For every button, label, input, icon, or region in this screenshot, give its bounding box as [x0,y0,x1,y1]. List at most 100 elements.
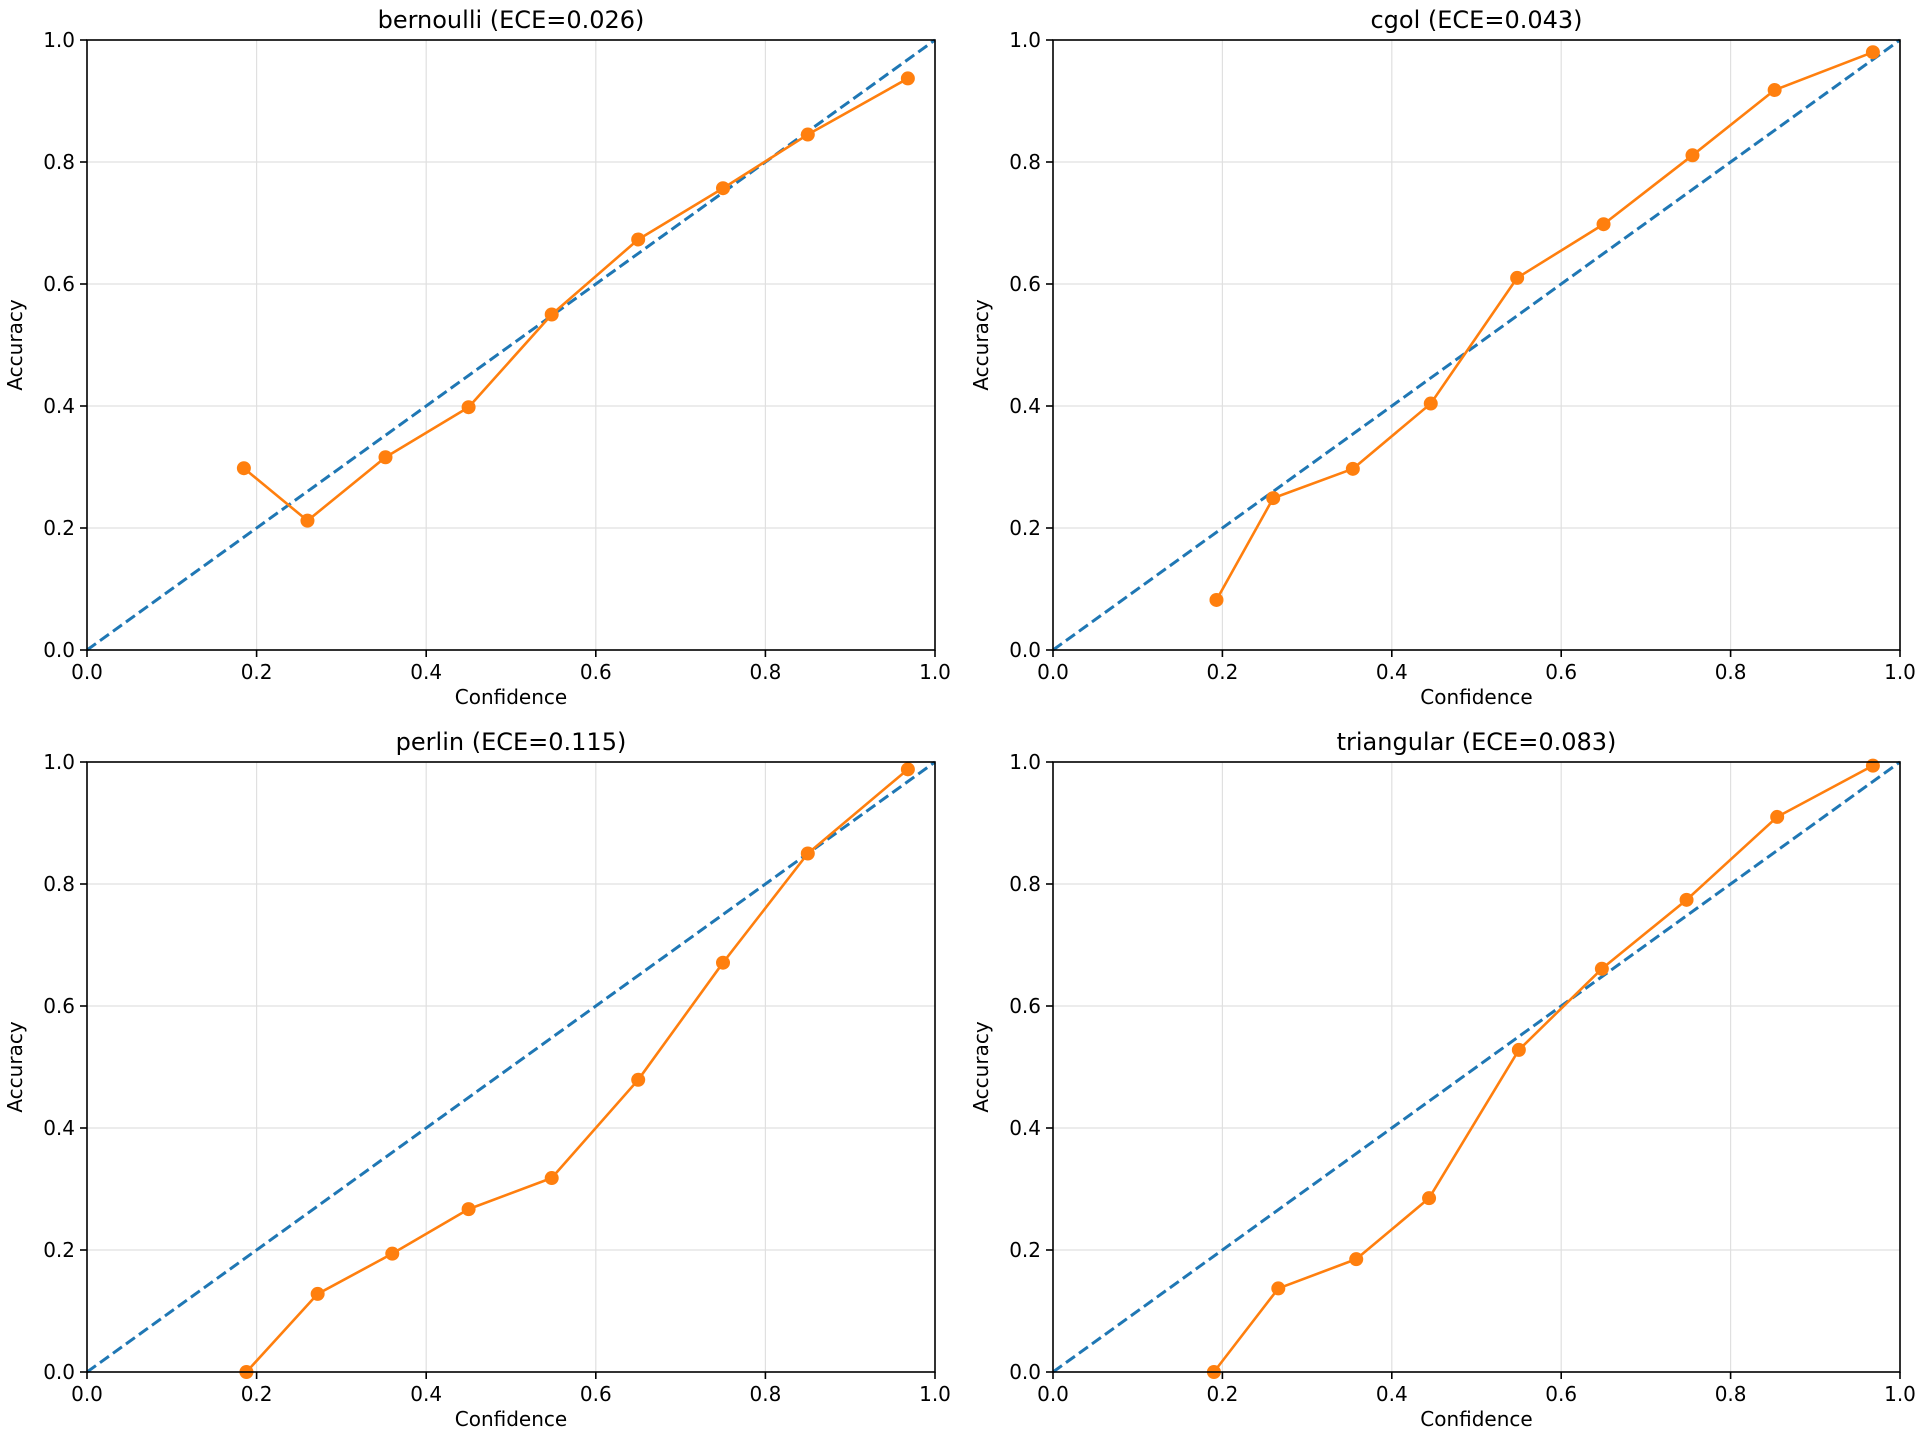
calibration-point [631,1072,646,1087]
calibration-point [1770,809,1785,824]
chart-bernoulli: 0.0 0.2 0.4 0.6 0.8 1.0 0.0 0.2 0.4 0.6 0.8 1.0 bern… [3,6,951,709]
chart-triangular: 0.0 0.2 0.4 0.6 0.8 1.0 0.0 0.2 0.4 0.6 0.8 1.0 tria… [969,728,1916,1431]
calibration-point [1767,83,1782,98]
y-tick-label: 0.2 [43,516,75,540]
calibration-point [1349,1252,1364,1267]
diagonal-reference-line [1052,38,1901,652]
calibration-point [544,1171,559,1186]
y-tick-label: 0.6 [1009,994,1041,1018]
x-tick-label: 0.2 [241,1382,273,1406]
calibration-point [800,127,815,142]
calibration-point [1685,148,1700,163]
y-tick-label: 0.8 [1009,150,1041,174]
calibration-point [385,1246,400,1261]
x-tick-label: 0.6 [1545,660,1577,684]
calibration-point [461,1202,476,1217]
y-tick-label: 0.8 [43,150,75,174]
chart-title: perlin (ECE=0.115) [396,728,627,756]
y-tick-label: 1.0 [43,28,75,52]
calibration-point [1209,592,1224,607]
x-tick-label: 0.0 [1037,1382,1069,1406]
y-axis-label: Accuracy [969,299,993,390]
y-axis-label: Accuracy [969,1021,993,1112]
y-axis-label: Accuracy [3,1021,27,1112]
y-tick-label: 0.8 [1009,872,1041,896]
calibration-point [1511,1042,1526,1057]
calibration-point [310,1286,325,1301]
x-tick-label: 0.2 [241,660,273,684]
calibration-point [461,400,476,415]
y-tick-label: 0.0 [43,1360,75,1384]
chart-perlin: 0.0 0.2 0.4 0.6 0.8 1.0 0.0 0.2 0.4 0.6 0.8 1.0 perl… [3,728,951,1431]
x-tick-label: 0.6 [580,660,612,684]
calibration-point [300,513,315,528]
y-tick-label: 0.4 [1009,394,1041,418]
y-axis-label: Accuracy [3,299,27,390]
chart-title: bernoulli (ECE=0.026) [378,6,645,34]
calibration-point [1266,491,1281,506]
axes-frame [1052,761,1901,1373]
calibration-point [1594,961,1609,976]
calibration-point [716,955,730,970]
x-tick-label: 1.0 [919,1382,951,1406]
chart-title: triangular (ECE=0.083) [1337,728,1617,756]
x-tick-label: 0.6 [1545,1382,1577,1406]
y-tick-label: 0.4 [43,394,75,418]
y-tick-label: 1.0 [43,750,75,774]
calibration-point [1679,892,1694,907]
y-tick-label: 0.6 [43,272,75,296]
calibration-point [378,450,393,465]
x-tick-label: 0.8 [1715,660,1747,684]
calibration-point [1422,1191,1437,1206]
x-tick-label: 0.4 [410,1382,442,1406]
y-tick-label: 0.0 [1009,1360,1041,1384]
x-tick-label: 0.8 [1715,1382,1747,1406]
y-tick-label: 0.4 [1009,1116,1041,1140]
x-axis-label: Confidence [1420,685,1532,709]
calibration-point [1596,217,1611,232]
calibration-point [1423,396,1438,411]
diagonal-reference-line [1052,760,1901,1374]
diagonal-reference-line [86,760,936,1374]
x-tick-label: 0.8 [749,660,781,684]
y-tick-label: 0.0 [1009,638,1041,662]
y-tick-label: 0.8 [43,872,75,896]
x-tick-label: 1.0 [919,660,951,684]
axes-frame [1052,39,1901,651]
x-tick-label: 0.4 [1376,660,1408,684]
y-tick-label: 0.4 [43,1116,75,1140]
calibration-point [1271,1281,1286,1296]
x-tick-label: 0.2 [1206,660,1238,684]
x-axis-label: Confidence [455,1407,567,1431]
axes-frame [86,39,936,651]
chart-title: cgol (ECE=0.043) [1370,6,1582,34]
calibration-point [236,461,251,476]
x-tick-label: 0.2 [1206,1382,1238,1406]
y-tick-label: 0.0 [43,638,75,662]
x-tick-label: 0.4 [410,660,442,684]
diagonal-reference-line [86,38,936,652]
calibration-point [900,71,915,86]
calibration-point [1865,45,1880,60]
calibration-point [800,846,815,861]
x-tick-label: 0.4 [1376,1382,1408,1406]
x-axis-label: Confidence [1420,1407,1532,1431]
calibration-point [544,307,559,322]
y-tick-label: 0.2 [43,1238,75,1262]
y-tick-label: 0.2 [1009,1238,1041,1262]
calibration-point [1865,758,1880,773]
x-axis-label: Confidence [455,685,567,709]
y-tick-label: 0.2 [1009,516,1041,540]
calibration-point [631,232,646,247]
calibration-point [1510,270,1525,285]
calibration-point [1345,461,1360,476]
y-tick-label: 0.6 [1009,272,1041,296]
x-tick-label: 1.0 [1884,1382,1916,1406]
y-tick-label: 1.0 [1009,28,1041,52]
calibration-point [716,181,730,196]
x-tick-label: 0.8 [749,1382,781,1406]
calibration-point [900,762,915,777]
y-tick-label: 1.0 [1009,750,1041,774]
